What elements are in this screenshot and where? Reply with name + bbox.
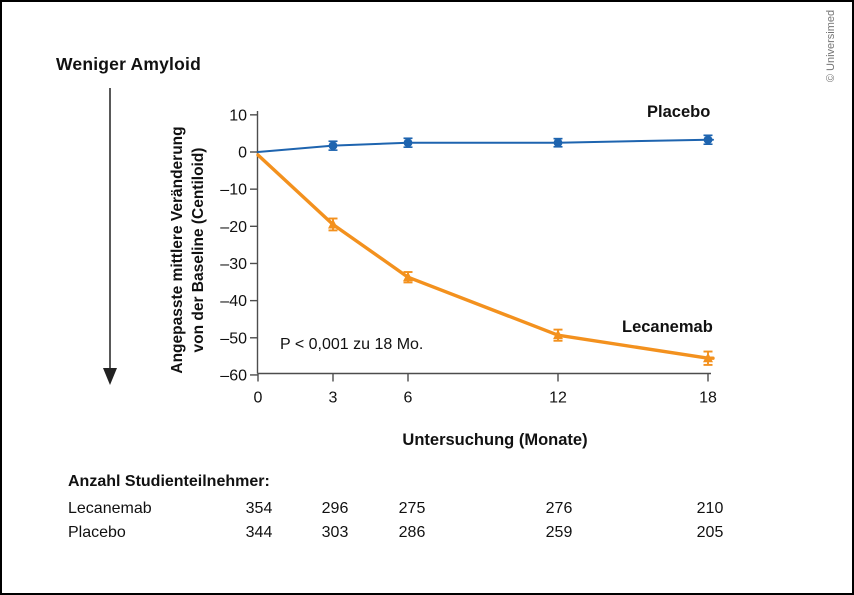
y-axis-label-line1: Angepasste mittlere Veränderung	[169, 126, 186, 374]
data-point-lecanemab	[403, 271, 413, 282]
y-tick-label: –10	[220, 182, 247, 199]
data-point-placebo	[553, 138, 563, 148]
participant-count: 344	[245, 524, 273, 541]
participant-count: 210	[696, 500, 724, 517]
data-point-lecanemab	[328, 218, 338, 229]
p-value-annotation: P < 0,001 zu 18 Mo.	[280, 336, 424, 353]
data-point-lecanemab	[703, 352, 713, 363]
series-line-placebo	[257, 138, 714, 153]
series-label-placebo: Placebo	[647, 103, 711, 121]
y-axis-label-line2: von der Baseline (Centiloid)	[190, 147, 207, 353]
x-tick-label: 6	[404, 390, 413, 407]
x-tick-label: 12	[549, 390, 567, 407]
participant-count: 296	[321, 500, 349, 517]
y-tick-label: –40	[220, 293, 247, 310]
participant-count: 354	[245, 500, 273, 517]
series-label-lecanemab: Lecanemab	[622, 318, 713, 336]
y-tick-label: –50	[220, 330, 247, 347]
participant-row-label: Placebo	[68, 524, 126, 541]
x-tick-label: 3	[329, 390, 338, 407]
participant-row-label: Lecanemab	[68, 500, 152, 517]
participant-count: 303	[321, 524, 349, 541]
x-tick-label: 0	[254, 390, 263, 407]
participant-count: 205	[696, 524, 724, 541]
x-tick-label: 18	[699, 390, 717, 407]
y-tick-label: –60	[220, 367, 247, 384]
data-point-placebo	[328, 141, 338, 151]
y-axis-label: Angepasste mittlere Veränderung von der …	[167, 80, 209, 420]
figure-title: Weniger Amyloid	[56, 54, 201, 74]
y-tick-label: 0	[238, 145, 247, 162]
y-tick-label: –30	[220, 256, 247, 273]
y-tick-label: –20	[220, 219, 247, 236]
less-amyloid-arrow-head	[103, 368, 117, 385]
x-axis-title: Untersuchung (Monate)	[402, 431, 588, 449]
data-point-placebo	[703, 135, 713, 145]
participant-count: 286	[398, 524, 426, 541]
data-point-lecanemab	[553, 329, 563, 340]
participant-count: 259	[545, 524, 573, 541]
participant-count: 276	[545, 500, 573, 517]
participant-count: 275	[398, 500, 426, 517]
participants-heading: Anzahl Studienteilnehmer:	[68, 473, 270, 490]
y-tick-label: 10	[229, 107, 247, 124]
copyright-notice: © Universimed	[825, 9, 837, 83]
data-point-placebo	[403, 138, 413, 148]
